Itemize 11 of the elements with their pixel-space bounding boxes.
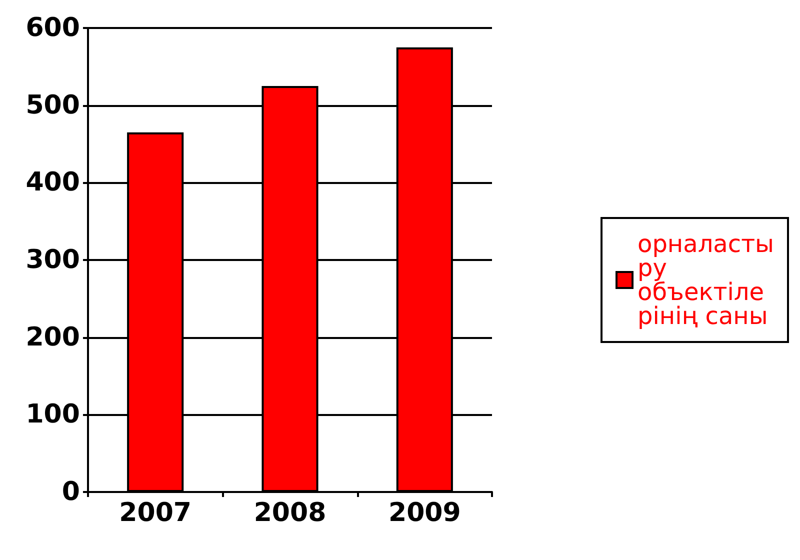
y-tick-label: 0: [62, 477, 80, 507]
y-tick-label: 200: [26, 322, 80, 352]
x-tick-label: 2009: [388, 498, 461, 528]
y-tick-label: 600: [26, 13, 80, 43]
x-tick-label: 2007: [119, 498, 192, 528]
legend-label: орналастыру объектілерінің саны: [638, 230, 774, 330]
y-tick-label: 300: [26, 245, 80, 275]
y-tick-label: 400: [26, 168, 80, 198]
y-tick-label: 100: [26, 400, 80, 430]
y-tick-label: 500: [26, 90, 80, 120]
x-tick-label: 2008: [254, 498, 326, 528]
